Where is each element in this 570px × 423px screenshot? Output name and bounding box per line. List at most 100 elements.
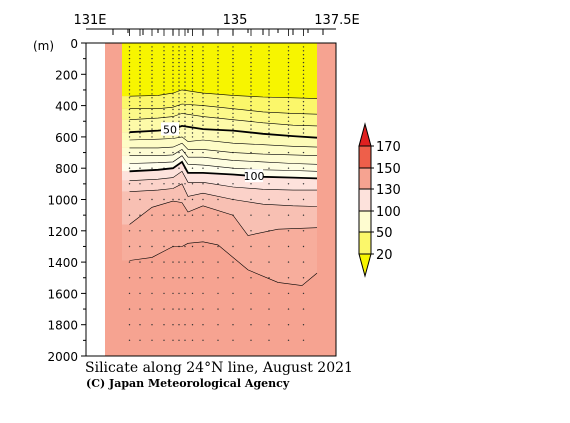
sample-dot — [268, 61, 270, 64]
sample-dot — [178, 81, 180, 83]
colorbar-under-arrow — [358, 253, 372, 278]
sample-dot — [184, 77, 186, 79]
sample-dot — [191, 50, 194, 52]
sample-dot — [128, 97, 131, 99]
sample-dot — [128, 277, 131, 279]
sample-dot — [151, 97, 153, 99]
sample-dot — [172, 69, 174, 72]
sample-dot — [139, 73, 141, 76]
sample-dot — [191, 81, 194, 83]
sample-dot — [232, 46, 234, 48]
sample-dot — [128, 324, 131, 326]
sample-dot — [163, 57, 165, 60]
sample-dot — [139, 50, 141, 52]
sample-dot — [128, 93, 131, 95]
sample-dot — [172, 151, 174, 154]
sample-dot — [268, 65, 270, 68]
sample-dot — [232, 73, 234, 76]
sample-dot — [128, 136, 131, 138]
sample-dot — [172, 89, 174, 91]
colorbar-tick-label: 150 — [376, 162, 401, 177]
sample-dot — [232, 324, 234, 326]
sample-dot — [191, 136, 194, 138]
sample-dot — [163, 151, 165, 154]
sample-dot — [302, 128, 305, 130]
sample-dot — [139, 198, 141, 201]
sample-dot — [232, 245, 234, 248]
sample-dot — [202, 69, 204, 72]
sample-dot — [302, 339, 305, 341]
sample-dot — [139, 69, 141, 72]
contour-40 — [129, 113, 318, 127]
sample-dot — [151, 245, 153, 248]
sample-dot — [184, 116, 186, 119]
sample-dot — [202, 54, 204, 56]
sample-dot — [172, 183, 174, 185]
sample-dot — [151, 77, 153, 79]
sample-dot — [302, 132, 305, 134]
sample-dot — [163, 65, 165, 68]
colorbar-tick-label: 130 — [376, 183, 401, 198]
sample-dot — [172, 308, 174, 310]
sample-dot — [128, 104, 131, 107]
sample-dot — [232, 132, 234, 134]
sample-dot — [139, 151, 141, 154]
sample-dot — [250, 69, 252, 72]
sample-dot — [151, 116, 153, 119]
sample-dot — [172, 93, 174, 95]
sample-dot — [217, 77, 219, 79]
sample-dot — [268, 339, 270, 341]
colorbar-segment-50-100 — [358, 210, 372, 233]
sample-dot — [250, 136, 252, 138]
sample-dot — [128, 54, 131, 56]
sample-dot — [287, 198, 290, 201]
sample-dot — [287, 93, 290, 95]
sample-dot — [139, 46, 141, 48]
sample-dot — [250, 57, 252, 60]
sample-dot — [302, 89, 305, 91]
sample-dot — [151, 292, 153, 295]
sample-dot — [217, 85, 219, 87]
sample-dot — [172, 54, 174, 56]
sample-dot — [184, 198, 186, 201]
sample-dot — [184, 128, 186, 130]
sample-dot — [151, 112, 153, 115]
sample-dot — [191, 97, 194, 99]
sample-dot — [268, 112, 270, 115]
sample-dot — [163, 277, 165, 279]
sample-dot — [232, 292, 234, 295]
y-axis: 0 200 400 600 800 1000 1200 1400 1600 1800 2000 — [47, 37, 86, 364]
sample-dot — [217, 183, 219, 185]
sample-dot — [128, 108, 131, 111]
fill-band-130-140 — [122, 201, 317, 286]
sample-dot — [128, 50, 131, 52]
sample-dot — [172, 136, 174, 138]
sample-dot — [250, 65, 252, 68]
sample-dot — [268, 108, 270, 111]
sample-dot — [151, 214, 153, 216]
sample-dot — [202, 46, 204, 48]
sample-dot — [250, 339, 252, 341]
sample-dot — [202, 198, 204, 201]
sample-dot — [191, 101, 194, 103]
sample-dot — [232, 116, 234, 119]
sample-dot — [202, 124, 204, 126]
contour-140 — [129, 241, 318, 286]
sample-dot — [287, 339, 290, 341]
sample-dot — [178, 214, 180, 216]
sample-dot — [184, 104, 186, 107]
chart-title: Silicate along 24°N line, August 2021 — [85, 360, 353, 376]
sample-dot — [191, 277, 194, 279]
sample-dot — [232, 77, 234, 79]
sample-dot — [139, 116, 141, 119]
sample-dot — [202, 324, 204, 326]
sample-dot — [191, 85, 194, 87]
sample-dot — [151, 73, 153, 76]
sample-dot — [217, 214, 219, 216]
sample-dot — [302, 104, 305, 107]
sample-dot — [191, 214, 194, 216]
sample-dot — [217, 292, 219, 295]
sample-dot — [163, 69, 165, 72]
sample-dot — [217, 198, 219, 201]
sample-dot — [128, 151, 131, 154]
